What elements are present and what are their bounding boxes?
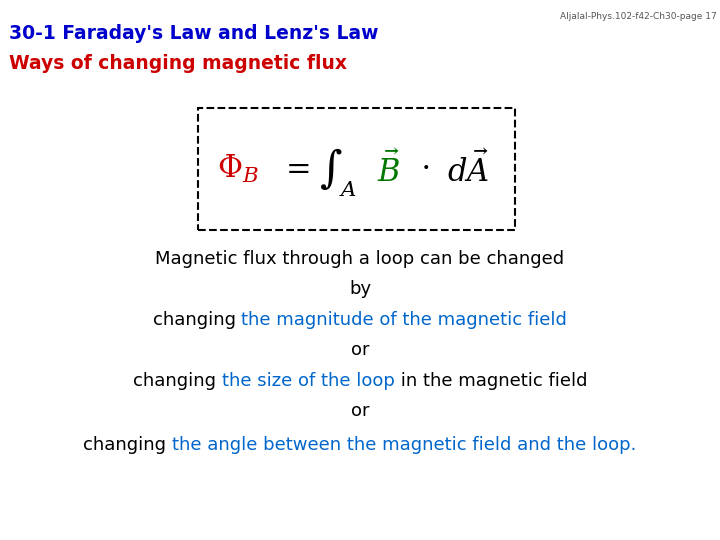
Text: changing: changing <box>84 436 172 455</box>
Text: changing: changing <box>153 310 241 329</box>
Text: or: or <box>351 341 369 359</box>
Text: the angle between the magnetic field and the loop.: the angle between the magnetic field and… <box>172 436 636 455</box>
Text: $\Phi_B$: $\Phi_B$ <box>217 153 258 185</box>
Text: $=$: $=$ <box>280 154 310 183</box>
Text: Ways of changing magnetic flux: Ways of changing magnetic flux <box>9 54 347 73</box>
Text: Aljalal-Phys.102-f42-Ch30-page 17: Aljalal-Phys.102-f42-Ch30-page 17 <box>559 12 716 22</box>
Text: or: or <box>351 402 369 421</box>
Text: the magnitude of the magnetic field: the magnitude of the magnetic field <box>241 310 567 329</box>
Text: 30-1 Faraday's Law and Lenz's Law: 30-1 Faraday's Law and Lenz's Law <box>9 24 379 43</box>
Text: $\vec{B}$: $\vec{B}$ <box>377 150 400 187</box>
Text: $\int_A$: $\int_A$ <box>319 147 358 199</box>
Text: changing: changing <box>133 372 222 390</box>
Text: Magnetic flux through a loop can be changed: Magnetic flux through a loop can be chan… <box>156 250 564 268</box>
Text: $d\vec{A}$: $d\vec{A}$ <box>447 150 489 187</box>
Text: by: by <box>349 280 371 298</box>
Text: the size of the loop: the size of the loop <box>222 372 395 390</box>
Bar <box>198 108 515 230</box>
Text: $\cdot$: $\cdot$ <box>420 154 429 183</box>
Text: in the magnetic field: in the magnetic field <box>395 372 587 390</box>
